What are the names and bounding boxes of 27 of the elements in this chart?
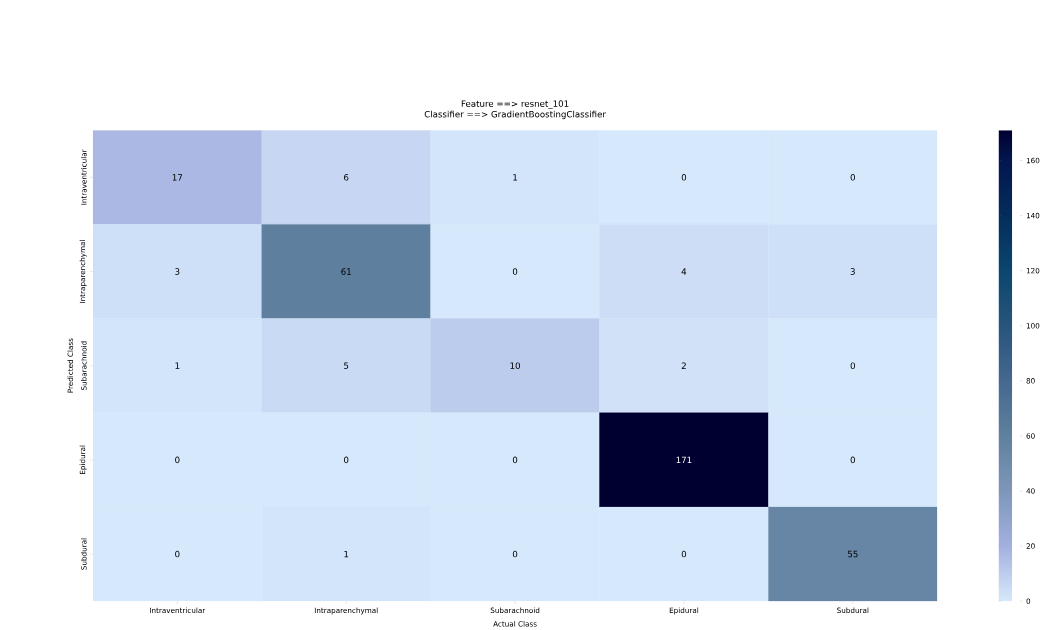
chart-subtitle: Classifier ==> GradientBoostingClassifier	[424, 110, 606, 120]
data-label: 0	[175, 456, 180, 464]
data-label: 61	[341, 268, 351, 275]
data-label: 4	[681, 268, 687, 275]
data-label: 1	[175, 362, 180, 369]
data-label: 0	[681, 174, 687, 181]
data-label: 55	[847, 550, 858, 558]
data-label: 1	[513, 174, 518, 181]
data-label: 6	[344, 174, 349, 181]
data-label: 2	[681, 362, 686, 369]
data-label: 1	[344, 551, 349, 558]
data-label: 0	[512, 456, 518, 464]
data-label: 0	[175, 550, 180, 558]
data-label: 0	[850, 456, 855, 464]
data-label: 0	[850, 174, 855, 181]
chart-title: Feature ==> resnet_101	[461, 100, 569, 109]
data-label: 0	[681, 550, 687, 558]
data-label: 0	[512, 268, 518, 275]
data-label: 10	[510, 362, 520, 370]
data-label: 171	[676, 456, 692, 464]
data-label: 3	[850, 268, 855, 275]
data-label: 5	[344, 362, 349, 369]
data-label: 3	[175, 268, 180, 275]
data-label: 17	[172, 174, 183, 181]
data-label: 0	[850, 362, 855, 370]
data-label: 0	[512, 550, 518, 558]
data-label: 0	[344, 456, 349, 464]
